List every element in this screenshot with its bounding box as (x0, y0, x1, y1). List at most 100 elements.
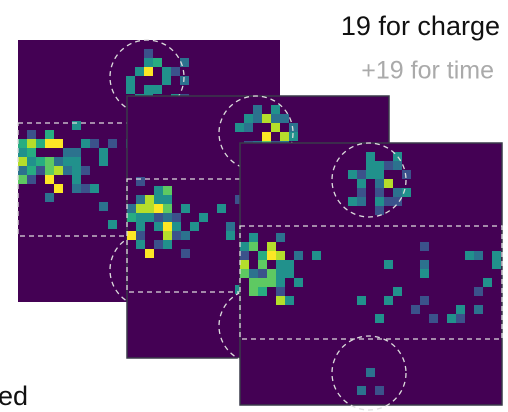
pixel (474, 287, 483, 296)
pixel (163, 240, 172, 249)
pixel (393, 161, 402, 170)
pixel (190, 222, 199, 231)
pixel (144, 85, 153, 94)
pixel (18, 166, 27, 175)
pixel (154, 240, 163, 249)
pixel (45, 175, 54, 184)
pixel (357, 197, 366, 206)
pixel (108, 220, 117, 229)
pixel (226, 222, 235, 231)
pixel (172, 222, 181, 231)
pixel (45, 157, 54, 166)
pixel (136, 222, 145, 231)
pixel (271, 114, 280, 123)
pixel (492, 260, 501, 269)
pixel (126, 85, 135, 94)
pixel (276, 278, 285, 287)
pixel (45, 130, 54, 139)
pixel (154, 186, 163, 195)
pixel (154, 204, 163, 213)
pixel (154, 213, 163, 222)
pixel (289, 132, 298, 141)
pixel (249, 287, 258, 296)
pixel (375, 386, 384, 395)
pixel (45, 193, 54, 202)
pixel (276, 269, 285, 278)
pixel (90, 184, 99, 193)
pixel (18, 139, 27, 148)
pixel (285, 260, 294, 269)
pixel (244, 123, 253, 132)
pixel (262, 114, 271, 123)
pixel (474, 251, 483, 260)
pixel (411, 305, 420, 314)
pixel (154, 195, 163, 204)
pixel (36, 157, 45, 166)
pixel (271, 123, 280, 132)
pixel (54, 184, 63, 193)
pixel (162, 67, 171, 76)
pixel (81, 166, 90, 175)
pixel (162, 76, 171, 85)
pixel (244, 114, 253, 123)
pixel (429, 314, 438, 323)
pixel (90, 139, 99, 148)
pixel (348, 197, 357, 206)
pixel (276, 251, 285, 260)
panels (17, 39, 503, 411)
pixel (27, 130, 36, 139)
pixel (384, 179, 393, 188)
pixel (153, 85, 162, 94)
pixel (136, 204, 145, 213)
pixel (348, 170, 357, 179)
pixel (144, 58, 153, 67)
pixel (393, 188, 402, 197)
pixel (240, 251, 249, 260)
pixel (420, 260, 429, 269)
pixel (108, 139, 117, 148)
pixel (267, 278, 276, 287)
pixel (357, 179, 366, 188)
pixel (54, 157, 63, 166)
pixel (249, 233, 258, 242)
pixel (127, 204, 136, 213)
pixel (180, 58, 189, 67)
pixel (366, 161, 375, 170)
pixel (127, 213, 136, 222)
pixel (366, 368, 375, 377)
pixel (172, 231, 181, 240)
pixel (154, 222, 163, 231)
pixel (280, 114, 289, 123)
pixel (18, 148, 27, 157)
pixel (375, 314, 384, 323)
pixel (357, 296, 366, 305)
pixel (375, 179, 384, 188)
pixel (375, 188, 384, 197)
fragment-label: ed (0, 381, 28, 411)
pixel (465, 251, 474, 260)
pixel (36, 139, 45, 148)
pixel (72, 157, 81, 166)
pixel (72, 184, 81, 193)
pixel (81, 184, 90, 193)
pixel (249, 242, 258, 251)
pixel (375, 206, 384, 215)
band-region (239, 225, 503, 340)
pixel (289, 123, 298, 132)
pixel (240, 260, 249, 269)
pixel (72, 175, 81, 184)
top-region (331, 142, 407, 218)
charge-label: 19 for charge (341, 11, 500, 41)
pixel (294, 278, 303, 287)
time-label: +19 for time (361, 57, 494, 85)
pixel (366, 170, 375, 179)
pixel (375, 161, 384, 170)
pixel (181, 204, 190, 213)
pixel (271, 105, 280, 114)
pixel (136, 231, 145, 240)
pixel (258, 287, 267, 296)
pixel (249, 269, 258, 278)
pixel (294, 251, 303, 260)
pixel (276, 260, 285, 269)
